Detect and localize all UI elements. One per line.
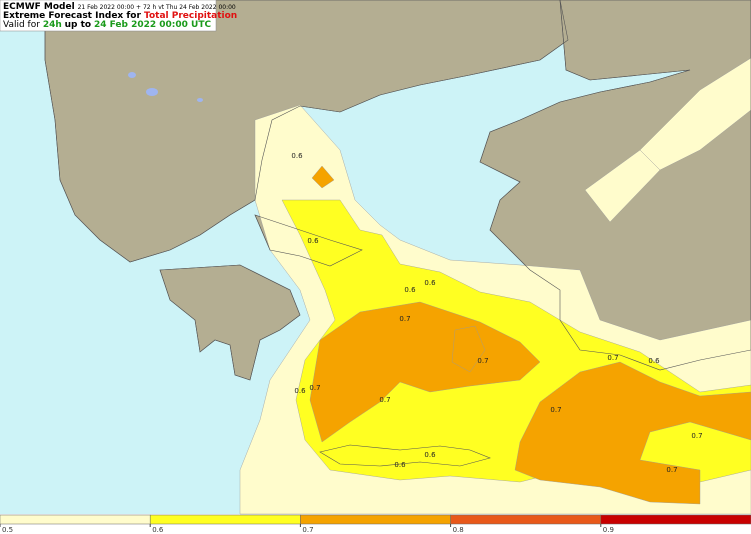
colorbar-label: 0.7 [302, 526, 313, 534]
contour-labels: 0.60.60.60.60.70.70.70.60.70.70.7 0.60.70… [291, 152, 702, 474]
efi-area [451, 325, 486, 373]
colorbar-swatch [149, 514, 301, 525]
contour-label: 0.6 [294, 387, 306, 395]
contour-label: 0.6 [404, 286, 416, 294]
efi-area [309, 301, 541, 443]
contour-label: 0.6 [291, 152, 303, 160]
contour-label: 0.7 [607, 354, 618, 362]
contour-label: 0.6 [394, 461, 406, 469]
colorbar-swatch [600, 514, 751, 525]
contour-label: 0.6 [307, 237, 319, 245]
contour-label: 0.6 [424, 279, 436, 287]
colorbar-label: 0.5 [2, 526, 13, 534]
contour-label: 0.6 [648, 357, 660, 365]
lakes [128, 72, 203, 102]
colorbar-swatch [0, 514, 151, 525]
header-line-3: Valid for 24h up to 24 Feb 2022 00:00 UT… [3, 20, 212, 30]
colorbar: 0.5 0.6 0.7 0.8 0.9 [0, 514, 751, 534]
efi-area [514, 361, 751, 505]
colorbar-label: 0.9 [603, 526, 614, 534]
colorbar-label: 0.8 [453, 526, 464, 534]
contour-label: 0.6 [424, 451, 436, 459]
contour-label: 0.7 [550, 406, 561, 414]
contour-label: 0.7 [379, 396, 390, 404]
efi-area [311, 165, 335, 189]
run: 21 Feb 2022 00:00 + 72 h vt Thu 24 Feb 2… [78, 4, 236, 11]
valid-mid: up to [65, 20, 91, 30]
contour-label: 0.7 [477, 357, 488, 365]
contour-label: 0.7 [309, 384, 320, 392]
header-line-1: ECMWF Model 21 Feb 2022 00:00 + 72 h vt … [3, 2, 236, 12]
efi-field [239, 57, 751, 515]
colorbar-swatch [300, 514, 451, 525]
contour-label: 0.7 [666, 466, 677, 474]
contour-label: 0.7 [399, 315, 410, 323]
header-line-2: Extreme Forecast Index for Total Precipi… [3, 11, 237, 21]
header-box [0, 0, 217, 32]
contour-label: 0.7 [691, 432, 702, 440]
period: 24h [43, 20, 62, 30]
title: Extreme Forecast Index for [3, 11, 141, 21]
colorbar-label: 0.6 [152, 526, 164, 534]
param: Total Precipitation [144, 11, 237, 21]
efi-area [639, 57, 751, 171]
valid: Valid for [3, 20, 40, 30]
model: ECMWF Model [3, 2, 75, 12]
time: 24 Feb 2022 00:00 UTC [94, 20, 212, 30]
colorbar-swatch [450, 514, 602, 525]
